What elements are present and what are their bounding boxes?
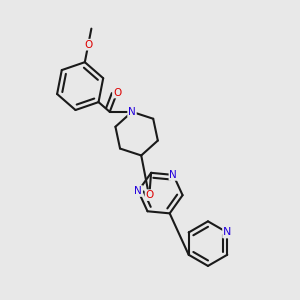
Text: N: N <box>134 186 142 196</box>
Text: O: O <box>84 40 92 50</box>
Text: O: O <box>113 88 121 98</box>
Text: N: N <box>128 107 136 117</box>
Text: O: O <box>146 190 154 200</box>
Text: N: N <box>169 170 177 180</box>
Text: N: N <box>223 227 232 238</box>
